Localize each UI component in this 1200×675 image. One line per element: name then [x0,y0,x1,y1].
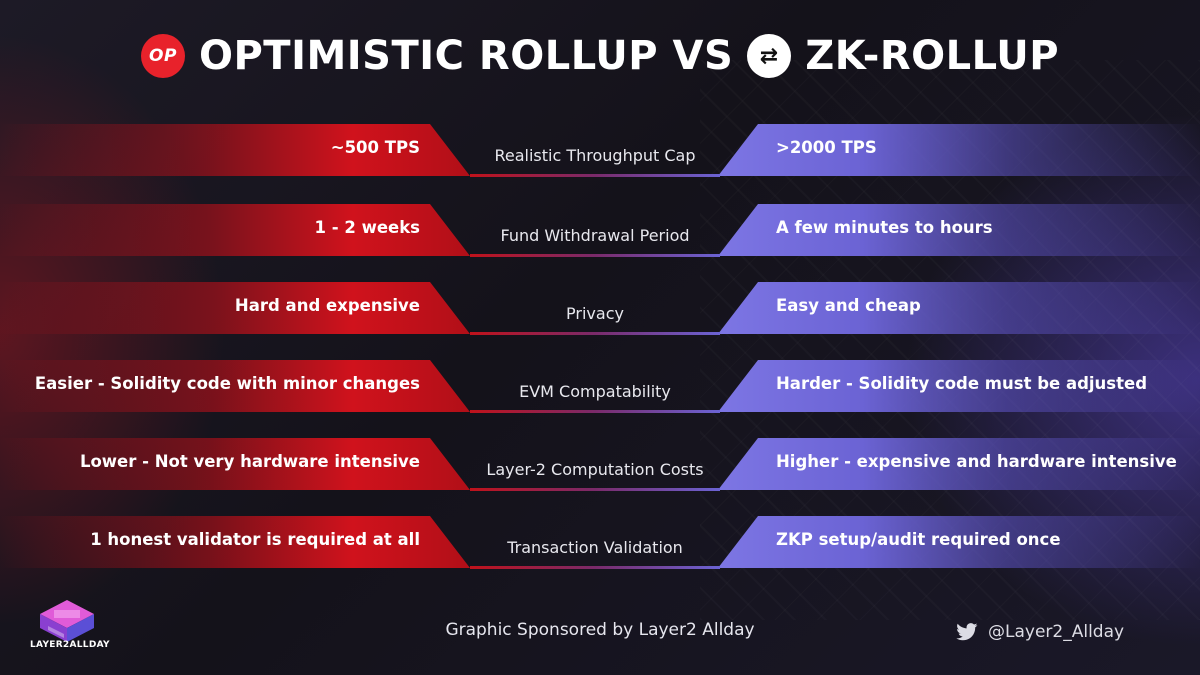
row-divider [470,488,720,491]
zk-value: Higher - expensive and hardware intensiv… [776,452,1177,471]
zk-bar [718,438,1200,490]
optimistic-value: 1 - 2 weeks [314,218,420,237]
zk-value: Harder - Solidity code must be adjusted [776,374,1148,393]
optimistic-bar [0,282,470,334]
zk-bar [718,204,1200,256]
row-divider [470,410,720,413]
optimistic-value: 1 honest validator is required at all [90,530,420,549]
optimistic-bar [0,204,470,256]
optimistic-bar [0,516,470,568]
criterion-label: Transaction Validation [507,538,683,557]
sponsor-text: Graphic Sponsored by Layer2 Allday [445,620,755,640]
optimistic-bar [0,360,470,412]
zk-bar [718,124,1200,176]
zk-value: A few minutes to hours [776,218,993,237]
comparison-row: Lower - Not very hardware intensive Laye… [0,438,1200,494]
zk-value: >2000 TPS [776,138,877,157]
comparison-row: 1 honest validator is required at all Tr… [0,516,1200,572]
criterion-label: Realistic Throughput Cap [494,146,696,165]
comparison-row: ~500 TPS Realistic Throughput Cap >2000 … [0,124,1200,180]
criterion-label: Fund Withdrawal Period [500,226,690,245]
optimistic-value: Easier - Solidity code with minor change… [34,374,420,393]
zksync-logo-icon: ⇄ [747,34,792,78]
row-divider [470,566,720,569]
zk-bar [718,360,1200,412]
comparison-row: 1 - 2 weeks Fund Withdrawal Period A few… [0,204,1200,260]
optimistic-value: Lower - Not very hardware intensive [79,452,420,471]
zk-bar [718,516,1200,568]
page-title: OP OPTIMISTIC ROLLUP VS ⇄ ZK-ROLLUP [0,28,1200,84]
twitter-handle-link[interactable]: @Layer2_Allday [956,622,1124,642]
optimistic-bar [0,438,470,490]
row-divider [470,254,720,257]
optimistic-value: Hard and expensive [234,296,420,315]
zk-value: ZKP setup/audit required once [776,530,1061,549]
logo-wordmark: LAYER2ALLDAY [30,640,110,650]
twitter-bird-icon [956,623,978,641]
comparison-row: Hard and expensive Privacy Easy and chea… [0,282,1200,338]
title-left: OPTIMISTIC ROLLUP VS [198,33,734,79]
criterion-label: Privacy [566,304,624,323]
criterion-label: Layer-2 Computation Costs [486,460,704,479]
row-divider [470,174,720,177]
title-right: ZK-ROLLUP [805,33,1060,79]
twitter-handle-text: @Layer2_Allday [988,622,1125,642]
optimistic-value: ~500 TPS [330,138,420,157]
zk-value: Easy and cheap [776,296,921,315]
zk-bar [718,282,1200,334]
row-divider [470,332,720,335]
comparison-row: Easier - Solidity code with minor change… [0,360,1200,416]
criterion-label: EVM Compatability [519,382,671,401]
layer2allday-logo-icon [40,600,94,642]
optimistic-bar [0,124,470,176]
optimism-logo-icon: OP [140,34,185,78]
